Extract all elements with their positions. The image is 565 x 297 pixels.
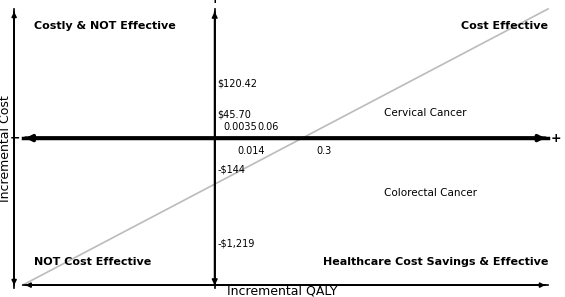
Text: −: − — [9, 132, 20, 145]
Text: Costly & NOT Effective: Costly & NOT Effective — [34, 21, 176, 31]
Text: -$1,219: -$1,219 — [218, 238, 255, 249]
Text: 0.014: 0.014 — [237, 146, 265, 156]
Text: 0.06: 0.06 — [257, 122, 279, 132]
Text: Incremental QALY: Incremental QALY — [227, 284, 338, 297]
Text: 0.3: 0.3 — [316, 146, 332, 156]
Text: $120.42: $120.42 — [218, 78, 258, 88]
Text: Cost Effective: Cost Effective — [461, 21, 548, 31]
Text: Colorectal Cancer: Colorectal Cancer — [384, 188, 477, 198]
Text: Incremental Cost: Incremental Cost — [0, 95, 12, 202]
Text: NOT Cost Effective: NOT Cost Effective — [34, 257, 151, 267]
Text: +: + — [551, 132, 562, 145]
Text: 0.0035: 0.0035 — [223, 122, 257, 132]
Text: Cervical Cancer: Cervical Cancer — [384, 108, 467, 118]
Text: -$144: -$144 — [218, 164, 246, 174]
Text: Healthcare Cost Savings & Effective: Healthcare Cost Savings & Effective — [323, 257, 548, 267]
Text: $45.70: $45.70 — [218, 109, 251, 119]
Text: +: + — [210, 0, 220, 6]
